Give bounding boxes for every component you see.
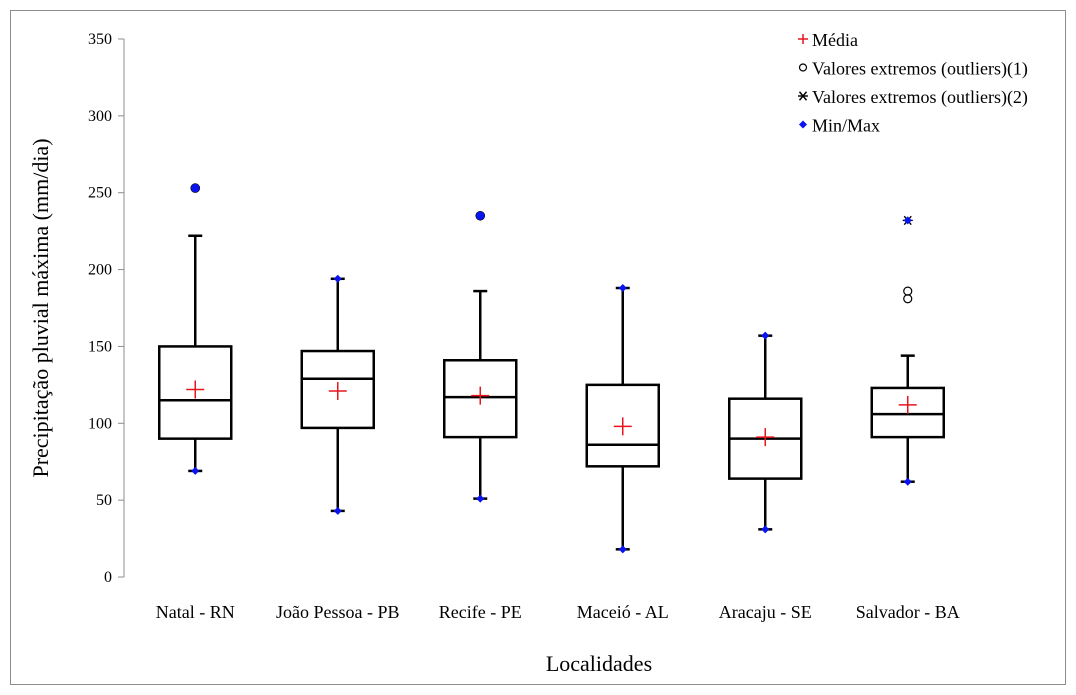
min-marker bbox=[476, 495, 484, 503]
box-6 bbox=[872, 216, 944, 486]
mean-marker bbox=[471, 387, 489, 405]
legend-label: Valores extremos (outliers)(2) bbox=[812, 87, 1028, 108]
mean-marker bbox=[186, 380, 204, 398]
legend-circle-icon bbox=[800, 64, 807, 71]
legend-entry: Min/Max bbox=[799, 116, 880, 136]
mean-marker bbox=[329, 382, 347, 400]
min-marker bbox=[334, 507, 342, 515]
legend-label: Valores extremos (outliers)(1) bbox=[812, 59, 1028, 80]
outlier-1-marker bbox=[904, 295, 912, 303]
outlier-1-marker bbox=[904, 287, 912, 295]
y-tick-label: 200 bbox=[88, 262, 112, 279]
x-axis: Natal - RN João Pessoa - PB Recife - PE Mac… bbox=[156, 602, 960, 622]
y-tick-label: 350 bbox=[88, 31, 112, 48]
y-tick-label: 100 bbox=[88, 415, 112, 432]
max-marker bbox=[761, 332, 769, 340]
box-3 bbox=[444, 211, 516, 502]
x-axis-title: Localidades bbox=[546, 651, 652, 676]
mean-marker bbox=[614, 417, 632, 435]
legend: Média Valores extremos (outliers)(1) Valor… bbox=[798, 30, 1028, 136]
x-category-label: Aracaju - SE bbox=[719, 602, 812, 622]
max-marker bbox=[334, 275, 342, 283]
y-tick-label: 150 bbox=[88, 338, 112, 355]
legend-label: Min/Max bbox=[812, 116, 880, 136]
legend-diamond-icon bbox=[799, 121, 807, 129]
min-marker bbox=[191, 467, 199, 475]
y-tick-label: 50 bbox=[96, 492, 112, 509]
x-category-label: Natal - RN bbox=[156, 602, 235, 622]
box-5 bbox=[729, 332, 801, 534]
min-marker bbox=[619, 545, 627, 553]
min-marker bbox=[904, 478, 912, 486]
mean-marker bbox=[899, 396, 917, 414]
legend-entry: Valores extremos (outliers)(2) bbox=[798, 87, 1028, 108]
legend-label: Média bbox=[812, 30, 858, 50]
x-category-label: João Pessoa - PB bbox=[276, 602, 400, 622]
y-axis-title: Precipitação pluvial máxima (mm/dia) bbox=[28, 138, 53, 477]
box-4 bbox=[587, 284, 659, 553]
mean-marker bbox=[756, 428, 774, 446]
x-category-label: Recife - PE bbox=[439, 602, 522, 622]
x-category-label: Maceió - AL bbox=[577, 602, 669, 622]
max-marker bbox=[476, 211, 485, 220]
x-category-label: Salvador - BA bbox=[856, 602, 960, 622]
box-1 bbox=[159, 184, 231, 475]
min-marker bbox=[761, 525, 769, 533]
legend-entry: Valores extremos (outliers)(1) bbox=[800, 59, 1028, 80]
y-tick-label: 0 bbox=[104, 569, 112, 586]
max-marker bbox=[619, 284, 627, 292]
legend-entry: Média bbox=[798, 30, 858, 50]
boxes-layer bbox=[159, 184, 944, 554]
y-tick-label: 300 bbox=[88, 108, 112, 125]
legend-star-icon bbox=[798, 92, 808, 101]
y-tick-label: 250 bbox=[88, 185, 112, 202]
legend-plus-icon bbox=[798, 34, 808, 44]
y-axis: 0 50 100 150 200 250 300 350 bbox=[88, 31, 124, 586]
max-marker bbox=[191, 184, 200, 193]
box-2 bbox=[302, 275, 374, 515]
